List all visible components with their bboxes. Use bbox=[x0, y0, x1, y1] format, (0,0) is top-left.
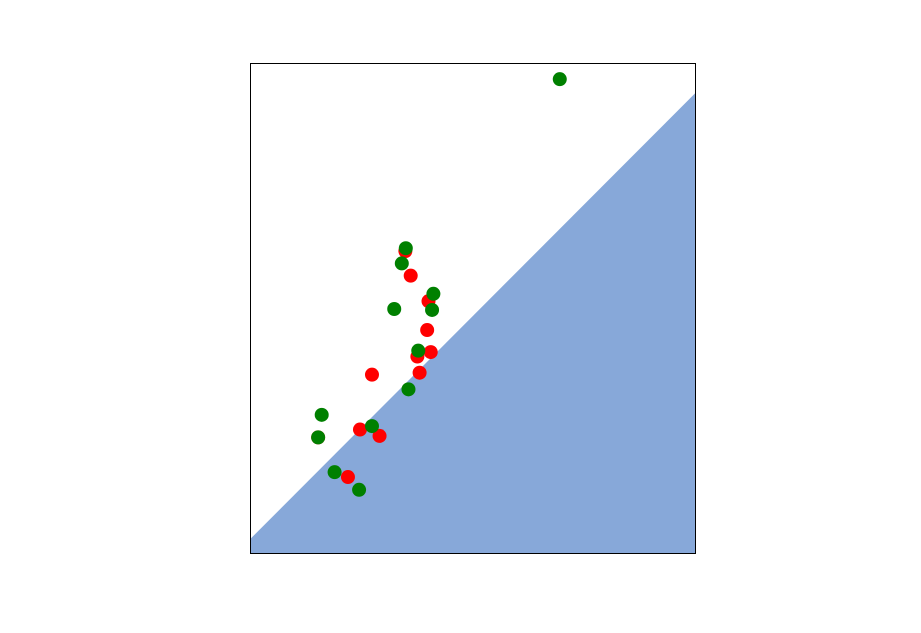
classified-region bbox=[250, 92, 696, 554]
series-2-point-6 bbox=[387, 301, 402, 316]
plot-frame bbox=[250, 63, 696, 554]
series-2-point-7 bbox=[411, 343, 426, 358]
series-2-point-11 bbox=[311, 430, 326, 445]
series-2-point-10 bbox=[364, 419, 379, 434]
series-1-point-2 bbox=[403, 268, 418, 283]
series-1-point-10 bbox=[372, 428, 387, 443]
series-2-point-3 bbox=[394, 256, 409, 271]
series-2-point-5 bbox=[425, 302, 440, 317]
series-2-point-9 bbox=[314, 407, 329, 422]
series-2-point-1 bbox=[552, 72, 567, 87]
series-1-point-8 bbox=[364, 367, 379, 382]
series-2-point-8 bbox=[401, 382, 416, 397]
series-2-point-12 bbox=[327, 465, 342, 480]
series-1-point-7 bbox=[412, 365, 427, 380]
series-1 bbox=[311, 244, 438, 485]
series-1-point-4 bbox=[420, 323, 435, 338]
series-2-point-13 bbox=[352, 482, 367, 497]
plot-area bbox=[250, 63, 696, 554]
series-1-point-9 bbox=[352, 422, 367, 437]
series-2-point-2 bbox=[398, 241, 413, 256]
series-1-point-11 bbox=[340, 470, 355, 485]
series-1-point-6 bbox=[423, 345, 438, 360]
series-2-point-4 bbox=[426, 286, 441, 301]
series-2 bbox=[311, 72, 567, 497]
data-points bbox=[311, 72, 567, 497]
